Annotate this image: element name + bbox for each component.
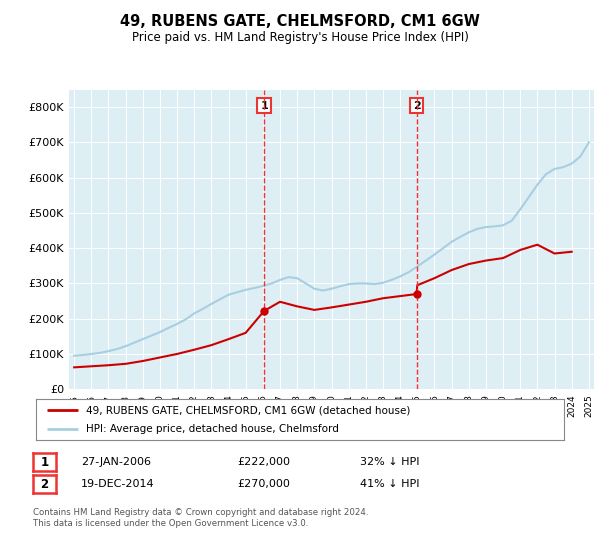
Text: 32% ↓ HPI: 32% ↓ HPI [360, 457, 419, 467]
Text: Price paid vs. HM Land Registry's House Price Index (HPI): Price paid vs. HM Land Registry's House … [131, 31, 469, 44]
Text: HPI: Average price, detached house, Chelmsford: HPI: Average price, detached house, Chel… [86, 424, 339, 435]
Text: 2: 2 [40, 478, 49, 491]
Text: 27-JAN-2006: 27-JAN-2006 [81, 457, 151, 467]
Text: £270,000: £270,000 [237, 479, 290, 489]
Text: 1: 1 [260, 101, 268, 111]
Text: 1: 1 [40, 455, 49, 469]
Text: Contains HM Land Registry data © Crown copyright and database right 2024.
This d: Contains HM Land Registry data © Crown c… [33, 508, 368, 528]
Text: 41% ↓ HPI: 41% ↓ HPI [360, 479, 419, 489]
Text: 19-DEC-2014: 19-DEC-2014 [81, 479, 155, 489]
Text: £222,000: £222,000 [237, 457, 290, 467]
Text: 49, RUBENS GATE, CHELMSFORD, CM1 6GW: 49, RUBENS GATE, CHELMSFORD, CM1 6GW [120, 14, 480, 29]
Text: 2: 2 [413, 101, 421, 111]
Text: 49, RUBENS GATE, CHELMSFORD, CM1 6GW (detached house): 49, RUBENS GATE, CHELMSFORD, CM1 6GW (de… [86, 405, 410, 415]
